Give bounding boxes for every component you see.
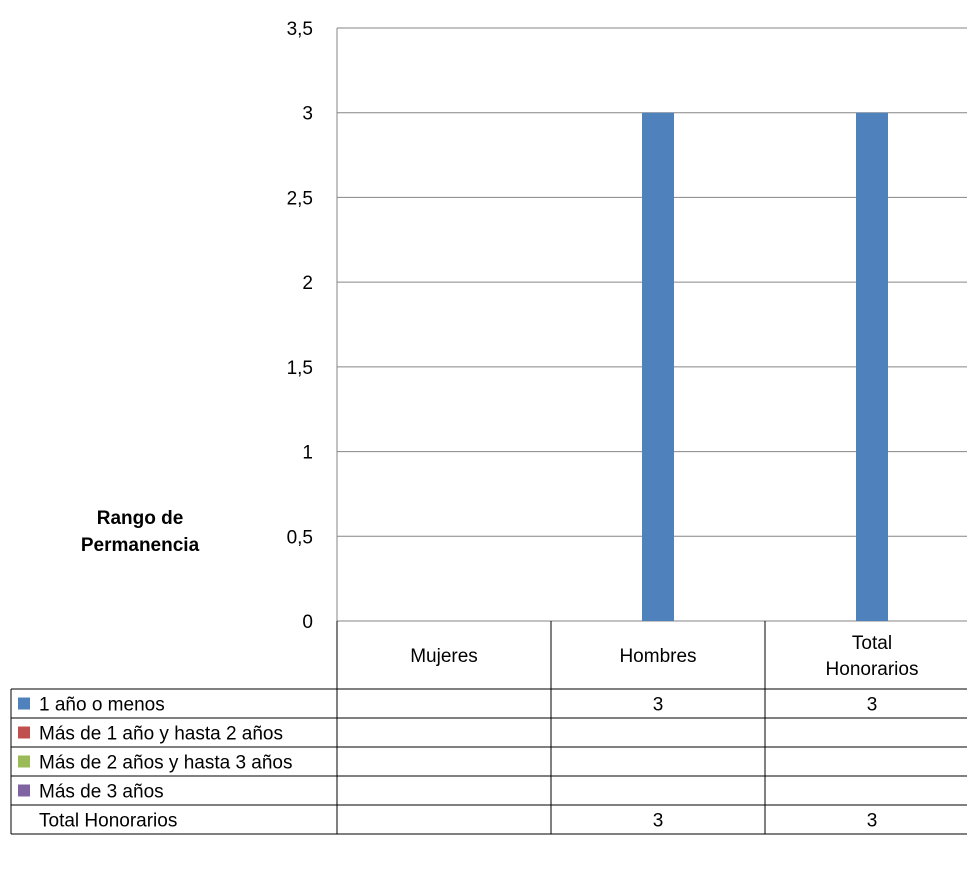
legend-key — [18, 727, 30, 739]
legend-label: 1 año o menos — [39, 695, 165, 716]
y-tick-label: 2,5 — [287, 188, 313, 209]
x-category-label: Hombres — [619, 646, 696, 667]
y-tick-label: 0 — [302, 612, 313, 633]
total-value: 3 — [867, 811, 878, 832]
y-tick-label: 0,5 — [287, 527, 313, 548]
legend-label: Más de 1 año y hasta 2 años — [39, 724, 283, 745]
legend-key — [18, 785, 30, 797]
legend-label: Más de 2 años y hasta 3 años — [39, 753, 293, 774]
total-value: 3 — [653, 811, 664, 832]
legend-key — [18, 756, 30, 768]
y-tick-label: 3 — [302, 104, 313, 125]
x-category-label: Mujeres — [410, 646, 478, 667]
data-label: 3 — [867, 695, 878, 716]
bar — [856, 113, 888, 621]
y-tick-label: 2 — [302, 273, 313, 294]
legend-label: Más de 3 años — [39, 782, 164, 803]
x-category-label: Total — [852, 633, 892, 654]
y-axis-title-line: Permanencia — [40, 532, 240, 559]
y-tick-label: 3,5 — [287, 19, 313, 40]
bar — [642, 113, 674, 621]
y-tick-label: 1,5 — [287, 358, 313, 379]
legend-key — [18, 698, 30, 710]
y-axis-title-line: Rango de — [40, 505, 240, 532]
y-tick-label: 1 — [302, 443, 313, 464]
data-label: 3 — [653, 695, 664, 716]
x-category-label: Honorarios — [826, 659, 919, 680]
y-axis-title: Rango de Permanencia — [40, 505, 240, 559]
total-row-label: Total Honorarios — [39, 811, 177, 832]
